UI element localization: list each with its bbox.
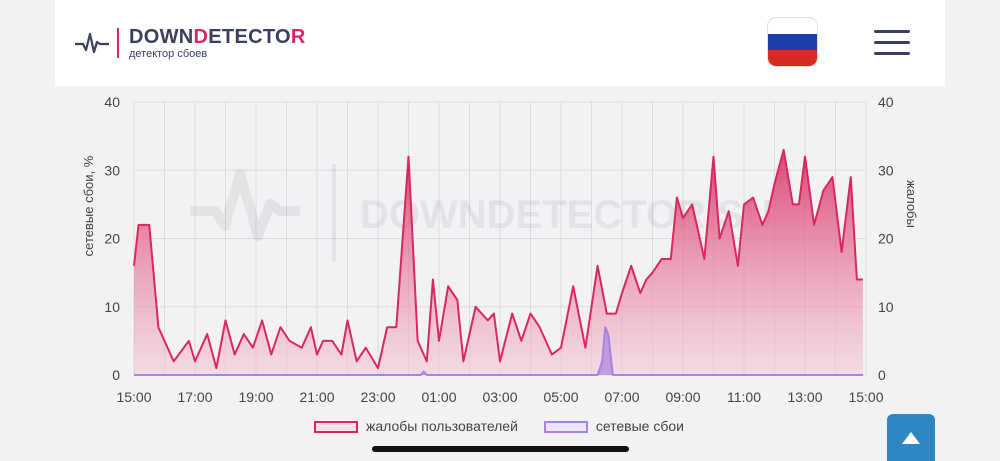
x-tick-label: 01:00 <box>421 389 456 405</box>
x-tick-label: 13:00 <box>787 389 822 405</box>
y-tick-label-left: 30 <box>104 162 120 178</box>
y-tick-label-right: 30 <box>878 162 894 178</box>
y-axis-label-right: жалобы <box>904 180 919 228</box>
y-tick-label-left: 40 <box>104 94 120 110</box>
series-layer <box>133 148 863 376</box>
logo-title[interactable]: DOWNDETECTOR <box>129 26 306 48</box>
legend-swatch-complaints <box>314 421 358 434</box>
x-tick-label: 05:00 <box>543 389 578 405</box>
x-tick-label: 11:00 <box>727 389 761 405</box>
scroll-to-top-button[interactable] <box>887 414 935 461</box>
axis-labels: 0 0 10 10 20 20 30 30 40 40 15:00 17:00 19:00 21:00 23… <box>104 94 893 405</box>
y-tick-label-left: 20 <box>104 231 120 247</box>
russia-flag-icon[interactable] <box>768 18 817 66</box>
x-tick-label: 03:00 <box>482 389 517 405</box>
outage-chart: DOWNDETECTOR.SU 0 0 10 10 20 20 30 30 40 40 15:00 1… <box>81 94 919 405</box>
x-tick-label: 19:00 <box>238 389 273 405</box>
x-tick-label: 09:00 <box>665 389 700 405</box>
y-tick-label-left: 10 <box>104 299 120 315</box>
x-tick-label: 07:00 <box>604 389 639 405</box>
y-tick-label-right: 40 <box>878 94 894 110</box>
outages-series-line <box>134 326 863 376</box>
x-tick-label: 17:00 <box>177 389 212 405</box>
legend-item-outages[interactable]: сетевые сбои <box>543 418 684 434</box>
x-tick-label: 15:00 <box>848 389 883 405</box>
complaints-series-area <box>134 149 863 375</box>
x-tick-label: 21:00 <box>299 389 334 405</box>
complaints-series-line <box>133 148 863 370</box>
y-tick-label-right: 0 <box>878 367 886 383</box>
watermark: DOWNDETECTOR.SU <box>190 164 773 262</box>
x-tick-label: 15:00 <box>116 389 151 405</box>
logo-subtitle: детектор сбоев <box>129 48 208 60</box>
y-tick-label-left: 0 <box>112 367 120 383</box>
legend-label-outages: сетевые сбои <box>595 418 684 434</box>
home-indicator <box>372 446 629 452</box>
app-header: DOWNDETECTOR детектор сбоев <box>55 0 945 86</box>
legend-label-complaints: жалобы пользователей <box>366 418 518 434</box>
chart-legend: жалобы пользователей сетевые сбои <box>314 418 684 436</box>
logo-divider <box>117 28 119 58</box>
x-tick-label: 23:00 <box>360 389 395 405</box>
pulse-logo-icon <box>75 32 109 54</box>
legend-item-complaints[interactable]: жалобы пользователей <box>314 418 522 434</box>
arrow-up-icon <box>902 432 920 444</box>
y-tick-label-right: 10 <box>878 299 894 315</box>
legend-swatch-outages <box>543 421 588 434</box>
watermark-text: DOWNDETECTOR.SU <box>360 193 773 237</box>
y-tick-label-right: 20 <box>878 231 894 247</box>
y-axis-label-left: сетевые сбои, % <box>81 155 96 256</box>
hamburger-menu-icon[interactable] <box>874 30 910 56</box>
